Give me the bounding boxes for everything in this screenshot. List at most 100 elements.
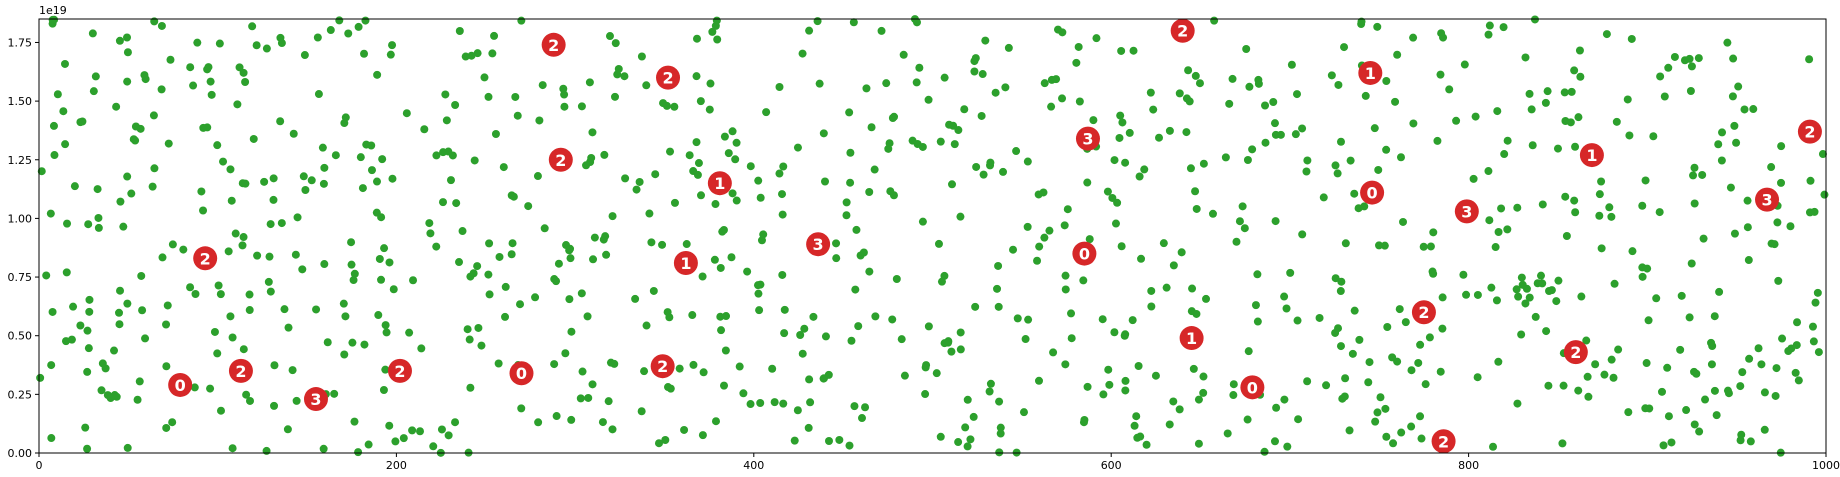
green-point bbox=[50, 151, 59, 160]
green-point bbox=[399, 434, 408, 443]
green-point bbox=[388, 41, 397, 50]
green-point bbox=[1558, 439, 1567, 448]
green-point bbox=[717, 326, 726, 335]
green-point bbox=[1319, 193, 1328, 202]
green-point bbox=[1187, 307, 1196, 316]
green-point bbox=[779, 162, 788, 171]
green-point bbox=[1614, 345, 1623, 354]
green-point bbox=[1382, 77, 1391, 86]
green-point bbox=[561, 349, 570, 358]
green-point bbox=[1229, 380, 1238, 389]
marker-label: 0 bbox=[1079, 245, 1090, 264]
green-point bbox=[780, 329, 789, 338]
green-point bbox=[1525, 89, 1534, 98]
green-point bbox=[1009, 245, 1018, 254]
green-point bbox=[141, 75, 150, 84]
green-point bbox=[560, 102, 569, 111]
green-point bbox=[168, 418, 177, 427]
green-point bbox=[350, 269, 359, 278]
green-point bbox=[116, 197, 125, 206]
x-tick-label: 1000 bbox=[1812, 459, 1840, 472]
green-point bbox=[697, 191, 706, 200]
green-point bbox=[540, 224, 549, 233]
green-point bbox=[501, 312, 510, 321]
green-point bbox=[191, 289, 200, 298]
green-point bbox=[1001, 83, 1010, 92]
green-point bbox=[1485, 216, 1494, 225]
labeled-marker: 2 bbox=[650, 354, 675, 379]
green-point bbox=[361, 16, 370, 25]
green-point bbox=[389, 285, 398, 294]
green-point bbox=[1117, 46, 1126, 55]
green-point bbox=[969, 412, 978, 421]
green-point bbox=[1595, 190, 1604, 199]
green-point bbox=[966, 435, 975, 444]
green-point bbox=[48, 307, 57, 316]
marker-label: 0 bbox=[516, 364, 527, 383]
green-point bbox=[94, 223, 103, 232]
green-point bbox=[350, 417, 359, 426]
green-point bbox=[307, 176, 316, 185]
green-point bbox=[110, 346, 119, 355]
green-point bbox=[1395, 305, 1404, 314]
green-point bbox=[759, 230, 768, 239]
green-point bbox=[1159, 239, 1168, 248]
green-point bbox=[246, 396, 255, 405]
green-point bbox=[123, 33, 132, 42]
green-point bbox=[937, 277, 946, 286]
green-point bbox=[1035, 242, 1044, 251]
green-point bbox=[1642, 359, 1651, 368]
green-point bbox=[728, 127, 737, 136]
marker-label: 1 bbox=[1365, 64, 1376, 83]
green-point bbox=[1251, 301, 1260, 310]
marker-label: 2 bbox=[1570, 343, 1581, 362]
green-point bbox=[207, 90, 216, 99]
green-point bbox=[813, 17, 822, 26]
green-point bbox=[320, 260, 329, 269]
green-point bbox=[123, 299, 132, 308]
green-point bbox=[1253, 317, 1262, 326]
green-point bbox=[727, 253, 736, 262]
green-point bbox=[186, 283, 195, 292]
green-point bbox=[1058, 94, 1067, 103]
green-point bbox=[1061, 285, 1070, 294]
green-point bbox=[1334, 80, 1343, 89]
green-point bbox=[1492, 296, 1501, 305]
green-point bbox=[1538, 279, 1547, 288]
green-point bbox=[578, 367, 587, 376]
green-point bbox=[1334, 324, 1343, 333]
green-point bbox=[986, 379, 995, 388]
green-point bbox=[1730, 229, 1739, 238]
green-point bbox=[1512, 285, 1521, 294]
green-point bbox=[970, 67, 979, 76]
green-point bbox=[276, 117, 285, 126]
green-point bbox=[550, 360, 559, 369]
marker-points-layer: 0 2 2 3 2 0 2 2 2 2 1 1 3 0 3 2 1 0 1 0 2 2 3 2 1 3 2 bbox=[168, 18, 1822, 454]
green-point bbox=[708, 27, 717, 36]
green-point bbox=[373, 70, 382, 79]
green-point bbox=[1242, 44, 1251, 53]
green-point bbox=[339, 299, 348, 308]
y-tick-label: 1.00 bbox=[8, 212, 33, 225]
green-point bbox=[1407, 366, 1416, 375]
green-point bbox=[385, 258, 394, 267]
green-point bbox=[409, 276, 418, 285]
green-point bbox=[778, 270, 787, 279]
green-point bbox=[91, 72, 100, 81]
green-point bbox=[1591, 360, 1600, 369]
green-point bbox=[1736, 382, 1745, 391]
green-point bbox=[567, 415, 576, 424]
green-point bbox=[870, 165, 879, 174]
green-point bbox=[1409, 119, 1418, 128]
green-point bbox=[148, 182, 157, 191]
green-point bbox=[280, 305, 289, 314]
green-point bbox=[1419, 242, 1428, 251]
green-point bbox=[1361, 91, 1370, 100]
green-point bbox=[1238, 202, 1247, 211]
green-point bbox=[1513, 203, 1522, 212]
y-tick-label: 0.00 bbox=[8, 447, 33, 460]
labeled-marker: 3 bbox=[303, 387, 328, 412]
green-point bbox=[577, 102, 586, 111]
green-point bbox=[1712, 411, 1721, 420]
labeled-marker: 2 bbox=[548, 147, 573, 172]
